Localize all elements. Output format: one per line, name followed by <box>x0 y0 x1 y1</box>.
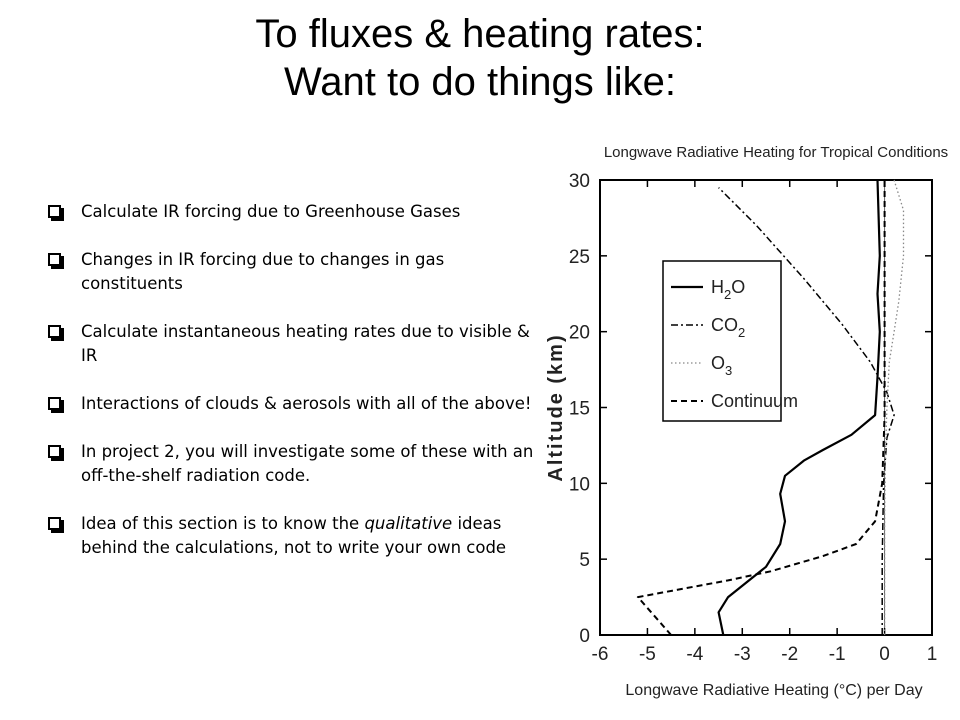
y-tick-label: 5 <box>579 550 590 571</box>
x-tick-label: 0 <box>879 644 890 665</box>
x-tick-label: -6 <box>592 644 609 665</box>
heating-rate-chart: Longwave Radiative Heating for Tropical … <box>545 144 948 699</box>
y-tick-label: 20 <box>569 323 590 344</box>
legend-label: Continuum <box>711 391 798 411</box>
checkbox-bullet-icon <box>48 397 61 410</box>
legend-label: H2O <box>711 277 745 302</box>
slide-title: To fluxes & heating rates: Want to do th… <box>0 10 960 106</box>
y-tick-label: 25 <box>569 247 590 268</box>
bullet-list: Calculate IR forcing due to Greenhouse G… <box>48 200 538 584</box>
bullet-text: Calculate IR forcing due to Greenhouse G… <box>81 202 461 221</box>
x-tick-label: -2 <box>781 644 798 665</box>
x-tick-label: -3 <box>734 644 751 665</box>
bullet-item: Calculate instantaneous heating rates du… <box>48 320 538 368</box>
y-tick-label: 30 <box>569 171 590 192</box>
checkbox-bullet-icon <box>48 253 61 266</box>
checkbox-bullet-icon <box>48 445 61 458</box>
bullet-item: Idea of this section is to know the qual… <box>48 512 538 560</box>
bullet-text-pre: Idea of this section is to know the <box>81 514 365 533</box>
series-line-continuum <box>636 180 886 636</box>
slide-title-line1: To fluxes & heating rates: <box>255 12 705 56</box>
bullet-text: Calculate instantaneous heating rates du… <box>81 322 530 365</box>
chart-title: Longwave Radiative Heating for Tropical … <box>604 144 948 161</box>
checkbox-bullet-icon <box>48 517 61 530</box>
bullet-text: Interactions of clouds & aerosols with a… <box>81 394 532 413</box>
bullet-item: Interactions of clouds & aerosols with a… <box>48 392 538 416</box>
x-tick-label: 1 <box>927 644 938 665</box>
y-tick-label: 0 <box>579 626 590 647</box>
series-line-h2o <box>717 179 881 636</box>
x-tick-label: -5 <box>639 644 656 665</box>
bullet-item: In project 2, you will investigate some … <box>48 440 538 488</box>
bullet-item: Calculate IR forcing due to Greenhouse G… <box>48 200 538 224</box>
bullet-item: Changes in IR forcing due to changes in … <box>48 248 538 296</box>
x-tick-label: -1 <box>829 644 846 665</box>
checkbox-bullet-icon <box>48 205 61 218</box>
legend-label: CO2 <box>711 315 745 340</box>
bullet-text: Changes in IR forcing due to changes in … <box>81 250 445 293</box>
y-tick-label: 15 <box>569 399 590 420</box>
bullet-text-post: ideas behind the calculations, not to wr… <box>81 514 507 557</box>
bullet-text: In project 2, you will investigate some … <box>81 442 534 485</box>
y-axis-label: Altitude (km) <box>545 333 567 481</box>
bullet-text-emphasis: qualitative <box>364 514 453 533</box>
x-axis-label: Longwave Radiative Heating (°C) per Day <box>625 682 922 699</box>
y-tick-label: 10 <box>569 474 590 495</box>
checkbox-bullet-icon <box>48 325 61 338</box>
bullet-text: Idea of this section is to know the qual… <box>81 512 538 560</box>
x-tick-label: -4 <box>686 644 703 665</box>
series-line-o3 <box>883 179 905 635</box>
legend-label: O3 <box>711 353 732 378</box>
series-line-co2 <box>718 187 895 635</box>
slide-title-line2: Want to do things like: <box>283 60 677 104</box>
